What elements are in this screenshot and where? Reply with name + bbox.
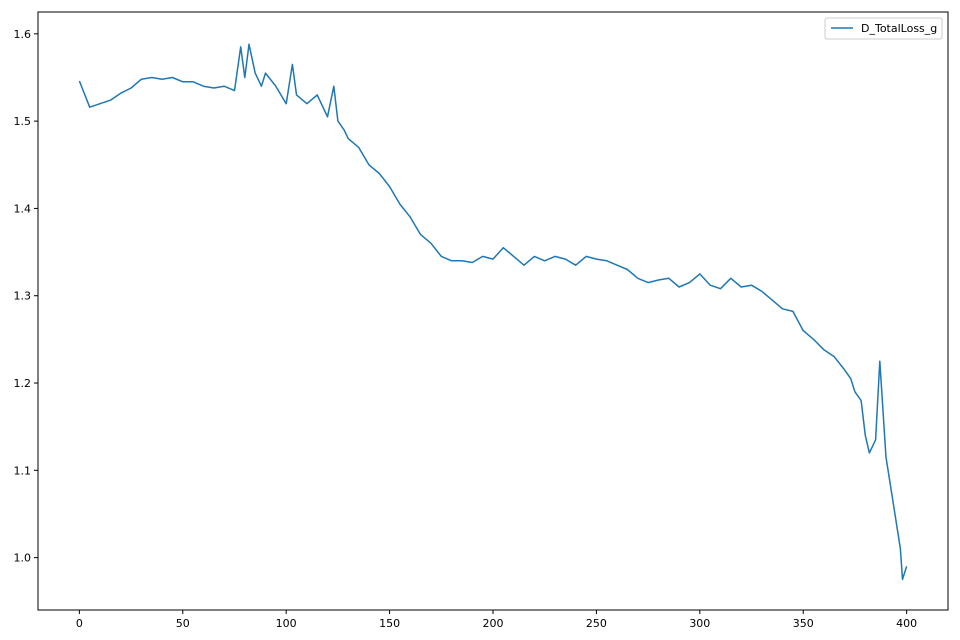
plot-area <box>38 12 948 610</box>
y-tick-label: 1.0 <box>14 552 32 565</box>
x-tick-label: 300 <box>689 617 710 630</box>
legend-label: D_TotalLoss_g <box>861 22 937 35</box>
x-axis-ticks: 0 50 100 150 200 250 300 350 400 <box>76 610 917 630</box>
x-tick-label: 50 <box>176 617 190 630</box>
x-tick-label: 200 <box>483 617 504 630</box>
y-tick-label: 1.1 <box>14 464 32 477</box>
x-tick-label: 150 <box>379 617 400 630</box>
y-tick-label: 1.3 <box>14 290 32 303</box>
legend-box <box>824 17 943 40</box>
y-tick-label: 1.4 <box>14 202 32 215</box>
x-tick-label: 0 <box>76 617 83 630</box>
x-tick-label: 250 <box>586 617 607 630</box>
y-axis-ticks: 1.0 1.1 1.2 1.3 1.4 1.5 1.6 <box>14 28 38 565</box>
x-tick-label: 400 <box>896 617 917 630</box>
series-line-d-totalloss-g <box>78 43 908 581</box>
y-tick-label: 1.6 <box>14 28 32 41</box>
legend: D_TotalLoss_g <box>824 17 943 40</box>
x-tick-label: 350 <box>793 617 814 630</box>
x-tick-label: 100 <box>276 617 297 630</box>
y-tick-label: 1.2 <box>14 377 32 390</box>
plot-frame <box>37 11 949 611</box>
y-tick-label: 1.5 <box>14 115 32 128</box>
